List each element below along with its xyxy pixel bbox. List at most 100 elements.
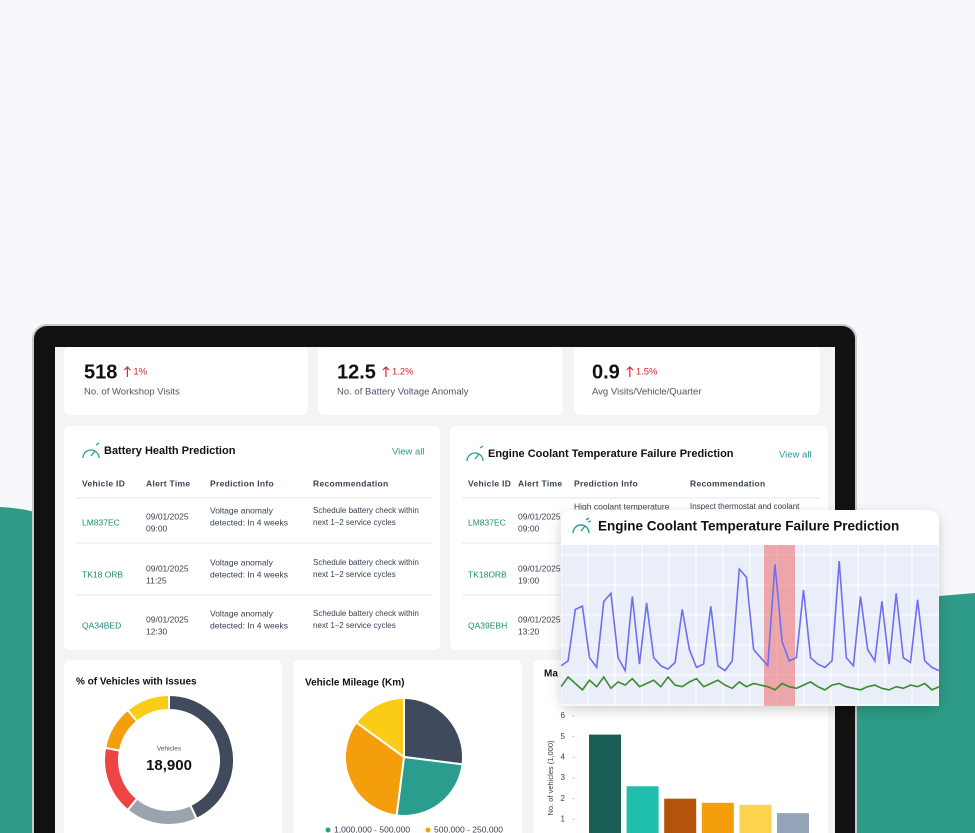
column-header: Prediction Info (574, 478, 638, 488)
y-tick-label: 3 (561, 773, 566, 782)
recommendation: next 1–2 service cycles (313, 621, 396, 630)
vehicle-id: TK18 ORB (82, 569, 123, 579)
alert-time: 09/01/2025 (146, 511, 189, 521)
view-all-link[interactable]: View all (779, 450, 812, 461)
highlight-band (764, 545, 795, 706)
column-header: Vehicle ID (468, 478, 511, 488)
alert-time: 09:00 (146, 523, 168, 533)
recommendation: Schedule battery check within (313, 609, 419, 618)
legend-label: 500,000 - 250,000 (434, 824, 503, 833)
alert-time: 09/01/2025 (146, 614, 189, 624)
legend-label: 1,000,000 - 500,000 (334, 824, 410, 833)
column-header: Vehicle ID (82, 478, 125, 488)
column-header: Alert Time (518, 478, 562, 488)
popup-title: Engine Coolant Temperature Failure Predi… (598, 519, 899, 534)
table-title: Battery Health Prediction (104, 445, 236, 457)
recommendation: Schedule battery check within (313, 558, 419, 567)
prediction-info: Voltage anomaly (210, 557, 274, 567)
vehicle-id: QA39EBH (468, 620, 507, 630)
center-value: 18,900 (146, 757, 192, 774)
alert-time: 19:00 (518, 575, 540, 585)
column-header: Prediction Info (210, 478, 274, 488)
bar (701, 802, 734, 833)
alert-time: 12:30 (146, 626, 168, 636)
prediction-info: Voltage anomaly (210, 505, 274, 515)
chart-title: Ma (544, 669, 558, 680)
column-header: Recommendation (690, 478, 766, 488)
line-series (561, 561, 939, 674)
y-tick-label: 5 (561, 732, 566, 741)
kpi-value: 0.9 (592, 361, 620, 383)
kpi-value: 12.5 (337, 361, 376, 383)
prediction-info: Voltage anomaly (210, 608, 274, 618)
alert-time: 09/01/2025 (518, 614, 561, 624)
legend-dot (425, 827, 431, 833)
column-header: Recommendation (313, 478, 389, 488)
y-tick-label: 1 (561, 814, 566, 823)
vehicle-id: TK18ORB (468, 569, 507, 579)
vehicle-id: QA34BED (82, 620, 121, 630)
popup: Engine Coolant Temperature Failure Predi… (561, 510, 939, 706)
line-series (561, 675, 939, 692)
battery-card (64, 426, 440, 650)
chart-title: % of Vehicles with Issues (76, 677, 197, 688)
kpi-label: No. of Battery Voltage Anomaly (337, 387, 469, 398)
kpi-change: 1.2% (392, 367, 414, 378)
recommendation: next 1–2 service cycles (313, 570, 396, 579)
column-header: Alert Time (146, 478, 190, 488)
alert-time: 09/01/2025 (146, 563, 189, 573)
recommendation: next 1–2 service cycles (313, 518, 396, 527)
up-arrow (626, 366, 634, 377)
prediction-info: detected: In 4 weeks (210, 517, 288, 527)
vehicle-id: LM837EC (468, 517, 506, 527)
bar (664, 798, 697, 833)
alert-time: 09:00 (518, 523, 540, 533)
kpi-card (574, 347, 820, 415)
y-tick-label: 4 (561, 752, 566, 761)
slice (126, 693, 170, 723)
kpi-label: No. of Workshop Visits (84, 387, 180, 398)
icon-shape (82, 442, 100, 459)
slice (354, 696, 405, 759)
alert-time: 13:20 (518, 626, 540, 636)
slice (395, 755, 464, 817)
table-icon (82, 442, 100, 459)
kpi-change: 1.5% (636, 367, 658, 378)
slice (344, 720, 406, 817)
content: 518 1% No. of Workshop Visits 12.5 1.2% No. o… (76, 361, 820, 833)
bar (589, 734, 621, 833)
bar (626, 786, 659, 833)
chart-title: Vehicle Mileage (Km) (305, 678, 404, 689)
table-icon (466, 445, 484, 462)
kpi-label: Avg Visits/Vehicle/Quarter (592, 387, 701, 398)
icon-shape (466, 445, 484, 462)
plot-lines (561, 561, 939, 692)
kpi-card (318, 347, 563, 415)
up-arrow (123, 366, 131, 377)
alert-time: 09/01/2025 (518, 511, 561, 521)
kpi-change: 1% (133, 367, 147, 378)
kpi-card (64, 347, 308, 415)
recommendation: Schedule battery check within (313, 506, 419, 515)
prediction-info: detected: In 4 weeks (210, 569, 288, 579)
y-tick-label: 2 (561, 794, 566, 803)
accent-left (0, 507, 35, 833)
bar (739, 804, 772, 833)
bar (777, 813, 809, 833)
vehicle-id: LM837EC (82, 517, 120, 527)
y-axis-label: No. of vehicles (1,000) (546, 740, 555, 816)
view-all-link[interactable]: View all (392, 447, 425, 458)
slice (403, 696, 464, 766)
alert-time: 11:25 (146, 575, 167, 585)
recommendation: Inspect thermostat and coolant (690, 502, 800, 511)
prediction-info: High coolant temperature (574, 501, 670, 511)
gauge-icon (572, 517, 592, 534)
up-arrow (382, 366, 390, 377)
center-label: Vehicles (157, 746, 182, 753)
kpi-value: 518 (84, 361, 117, 383)
table-title: Engine Coolant Temperature Failure Predi… (488, 448, 734, 460)
alert-time: 09/01/2025 (518, 563, 561, 573)
prediction-info: detected: In 4 weeks (210, 620, 288, 630)
